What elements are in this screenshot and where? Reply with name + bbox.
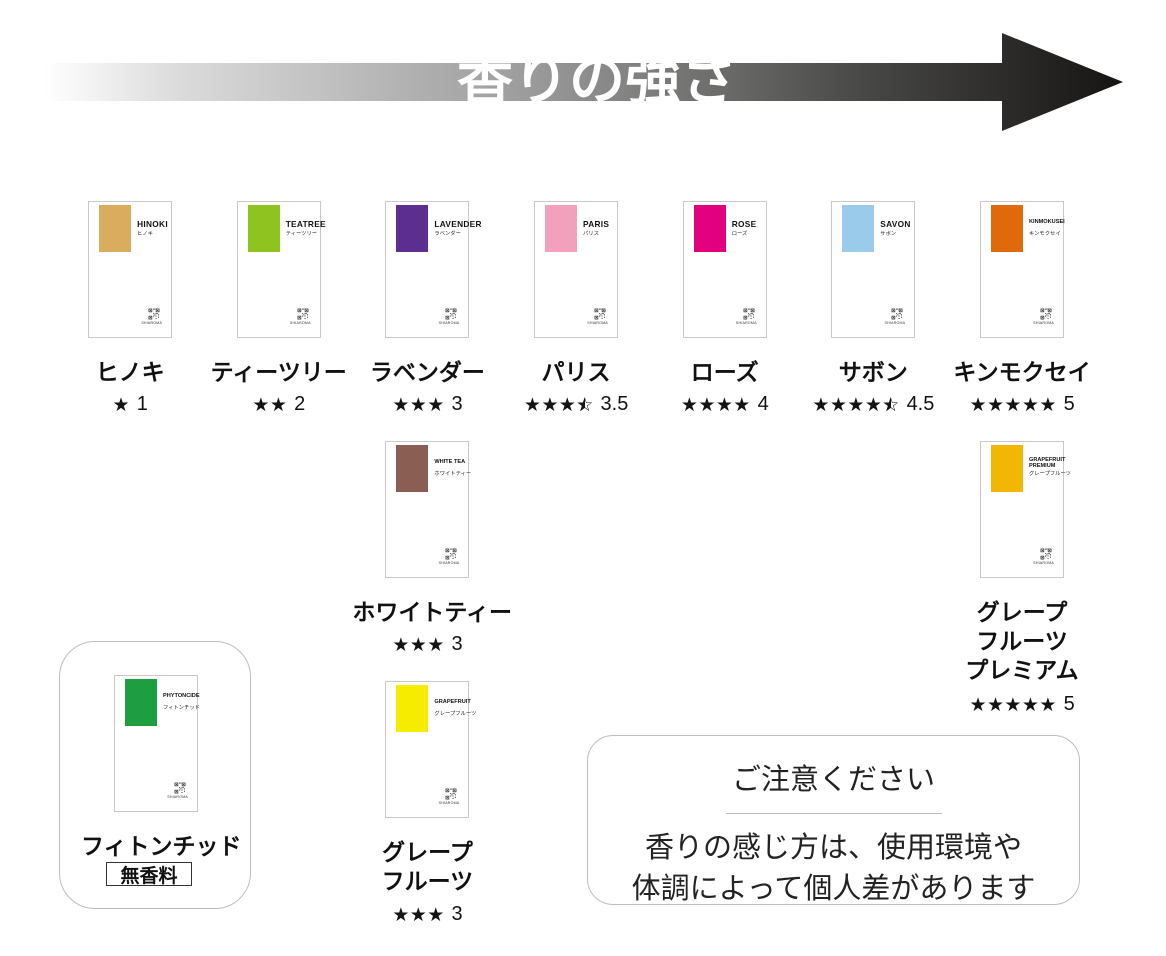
svg-text:香りの強さ: 香りの強さ — [457, 48, 737, 111]
